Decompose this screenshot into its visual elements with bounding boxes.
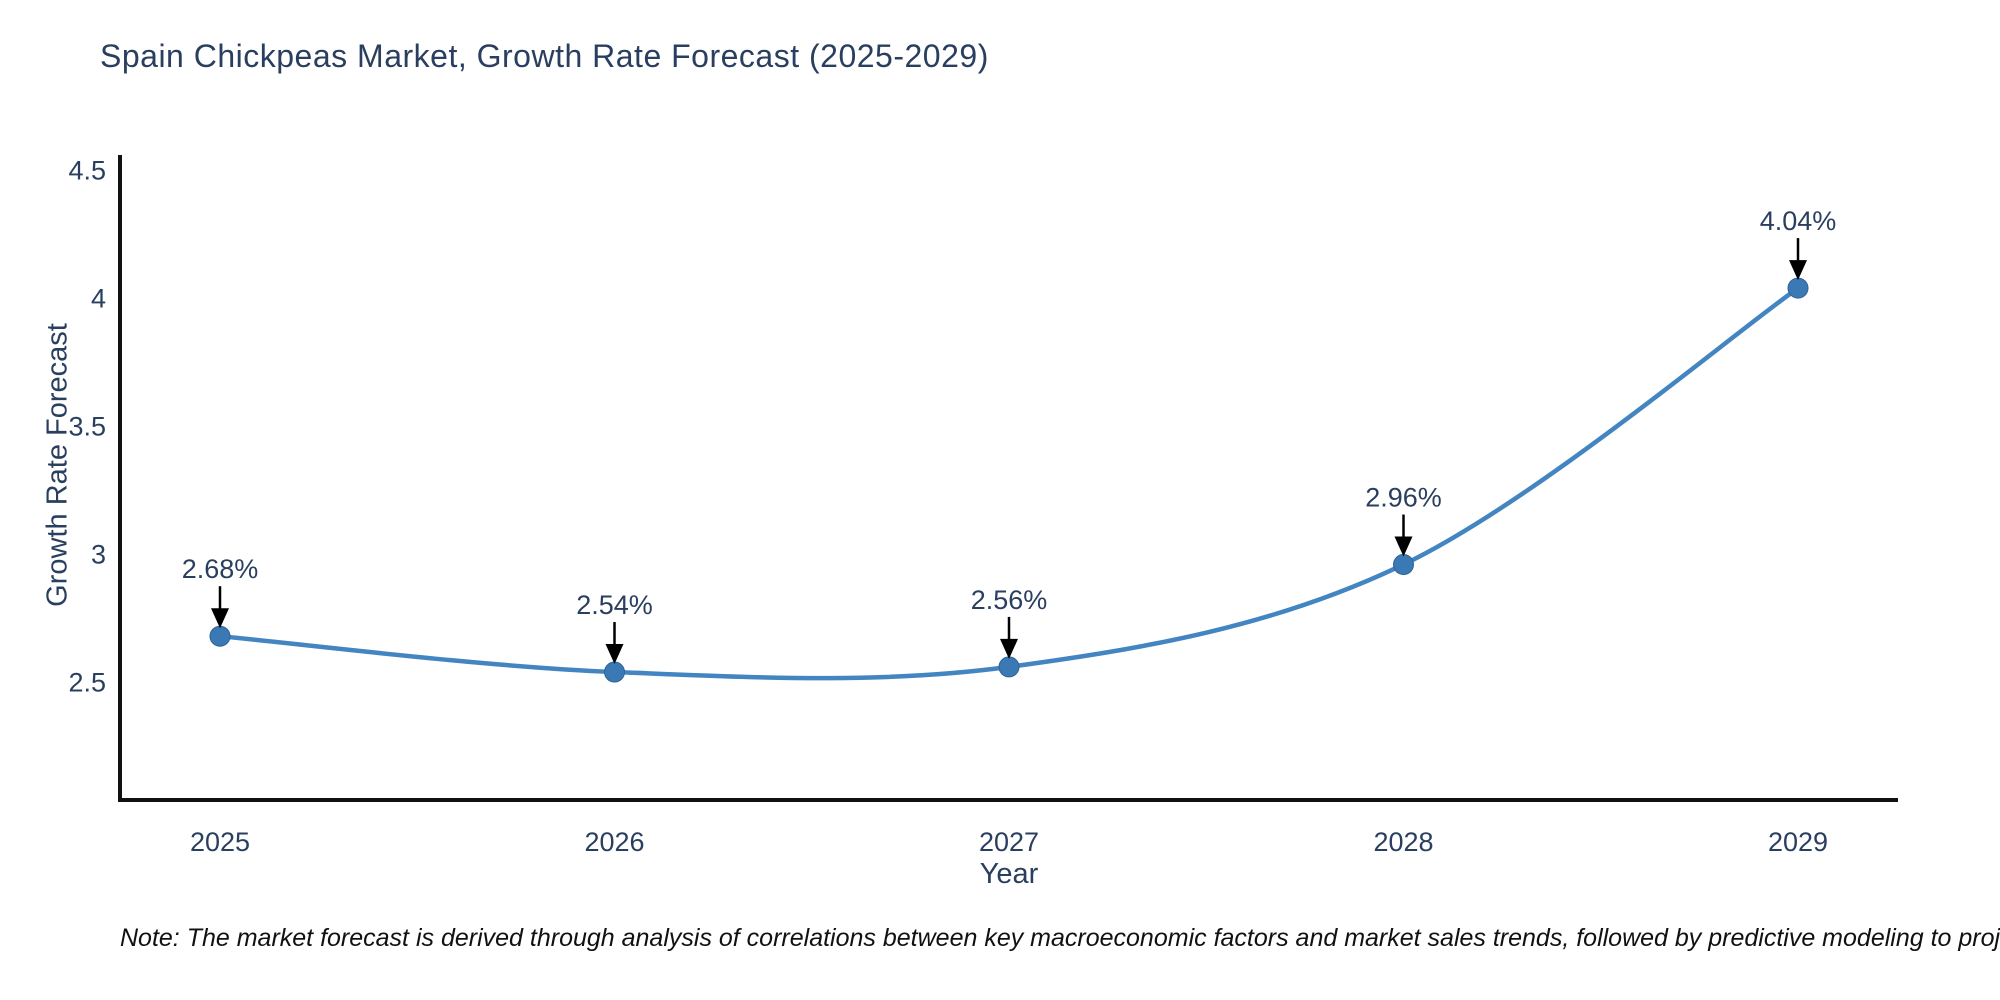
annotation-label: 4.04% xyxy=(1760,206,1837,236)
forecast-line xyxy=(217,285,1801,681)
x-tick-label: 2027 xyxy=(979,827,1039,857)
y-tick-label: 3 xyxy=(91,539,106,569)
annotation-label: 2.54% xyxy=(576,590,653,620)
annotation-label: 2.68% xyxy=(182,554,259,584)
x-tick-label: 2029 xyxy=(1768,827,1828,857)
chart-title: Spain Chickpeas Market, Growth Rate Fore… xyxy=(100,38,989,74)
data-point-2027[interactable] xyxy=(998,656,1020,678)
annotation-arrowhead xyxy=(211,608,229,629)
annotation-arrowhead xyxy=(1000,638,1018,659)
data-point-2025[interactable] xyxy=(209,625,231,647)
y-tick-label: 4 xyxy=(91,283,106,313)
annotation-label: 2.96% xyxy=(1365,483,1442,513)
annotation-label: 2.56% xyxy=(971,585,1048,615)
data-point-2029[interactable] xyxy=(1787,277,1809,299)
annotation-arrowhead xyxy=(1394,536,1413,557)
x-tick-label: 2028 xyxy=(1373,827,1433,857)
y-tick-label: 4.5 xyxy=(68,155,106,185)
x-tick-label: 2026 xyxy=(584,827,644,857)
x-axis-title: Year xyxy=(979,858,1039,890)
y-tick-label: 2.5 xyxy=(68,667,106,697)
footnote: Note: The market forecast is derived thr… xyxy=(120,924,2000,952)
data-point-2026[interactable] xyxy=(604,661,625,683)
data-point-2028[interactable] xyxy=(1393,554,1414,576)
annotation-arrowhead xyxy=(1789,260,1807,281)
annotation-arrowhead xyxy=(605,644,624,665)
y-tick-label: 3.5 xyxy=(68,411,106,441)
x-tick-label: 2025 xyxy=(190,827,250,857)
